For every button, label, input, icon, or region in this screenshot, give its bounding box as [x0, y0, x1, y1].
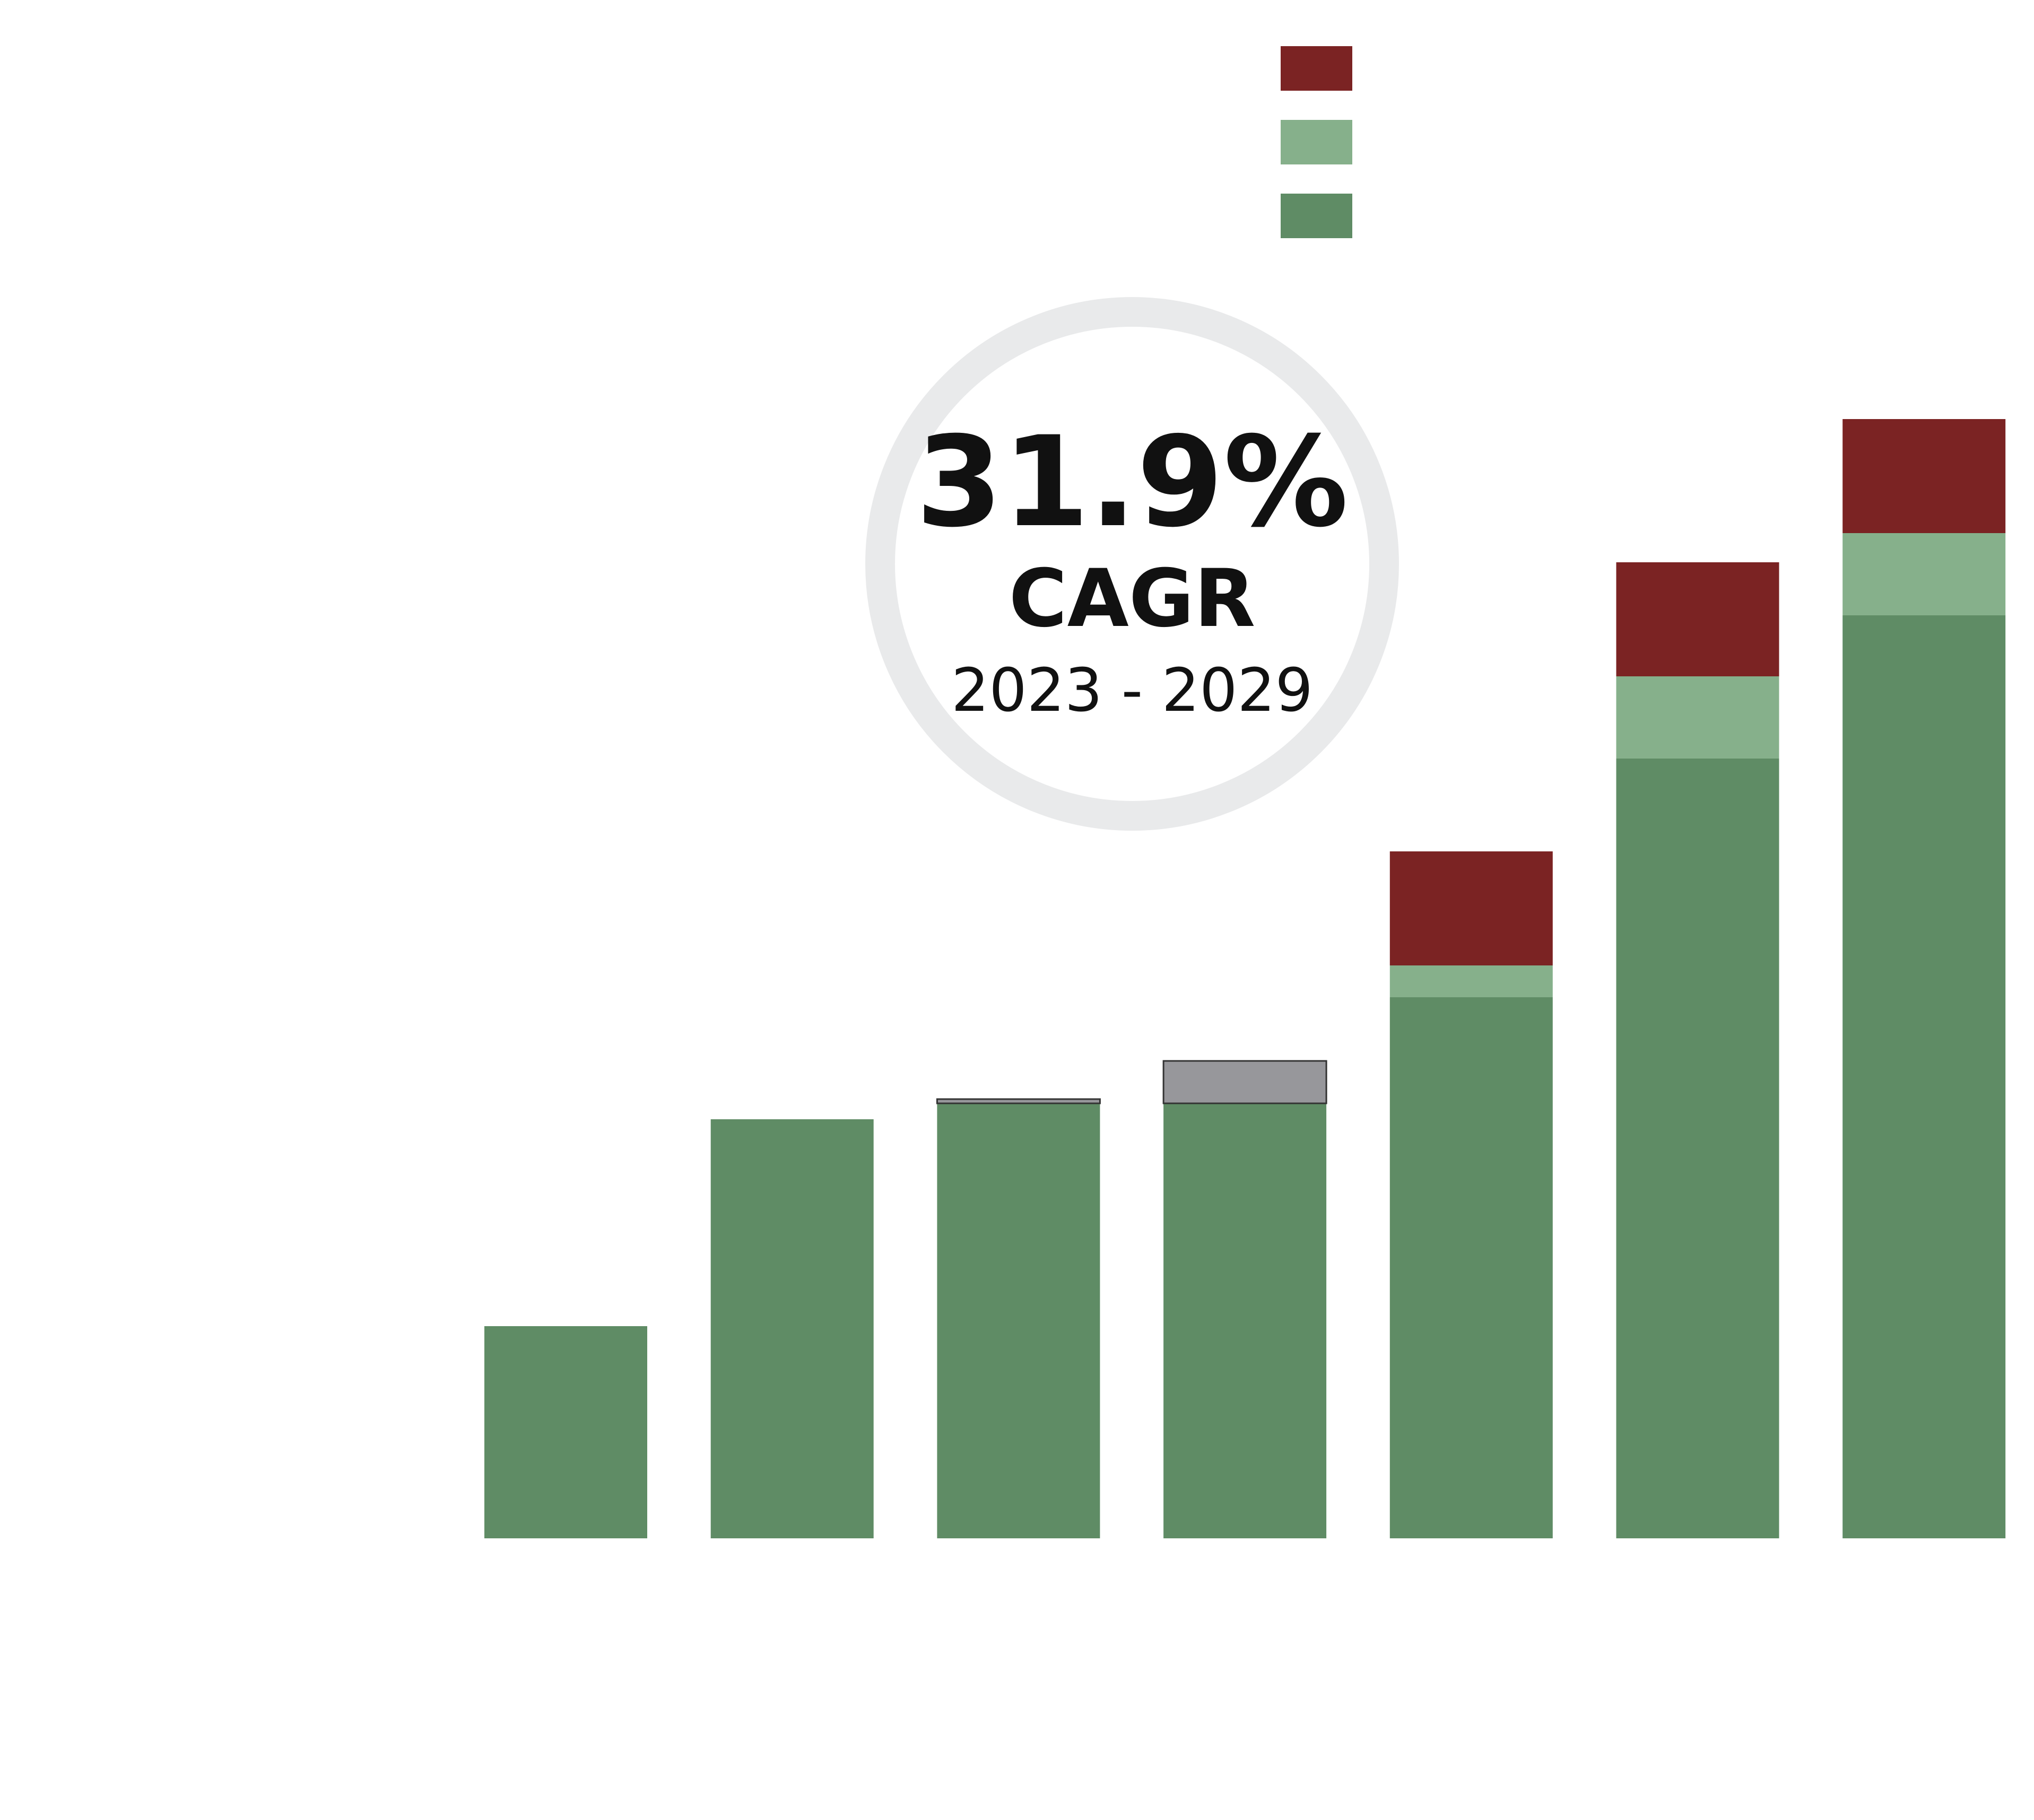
bar-base-1 — [484, 1326, 647, 1538]
cagr-badge: 31.9% CAGR 2023 - 2029 — [865, 297, 1399, 831]
bar-light-6 — [1616, 676, 1779, 759]
badge-ring — [865, 297, 1399, 831]
badge-label: CAGR — [1009, 553, 1256, 645]
bar-dark-6 — [1616, 562, 1779, 676]
bar-light-7 — [1842, 533, 2006, 615]
bar-dark-5 — [1389, 851, 1553, 965]
legend — [1281, 46, 1352, 238]
bar-light-5 — [1389, 965, 1553, 997]
bar-base-5 — [1389, 997, 1553, 1538]
legend-swatch-dark — [1281, 46, 1352, 91]
legend-swatch-base — [1281, 194, 1352, 238]
bar-base-6 — [1616, 759, 1779, 1538]
bar-base-4 — [1163, 1103, 1327, 1538]
badge-value: 31.9% — [916, 410, 1348, 555]
bar-grey-4 — [1162, 1060, 1327, 1104]
bar-base-3 — [937, 1103, 1100, 1538]
bar-grey-3 — [936, 1098, 1101, 1104]
bar-base-2 — [710, 1119, 874, 1538]
badge-range: 2023 - 2029 — [951, 656, 1313, 725]
bar-base-7 — [1842, 615, 2006, 1538]
legend-swatch-light — [1281, 120, 1352, 164]
bar-dark-7 — [1842, 419, 2006, 533]
bars — [484, 419, 2006, 1538]
